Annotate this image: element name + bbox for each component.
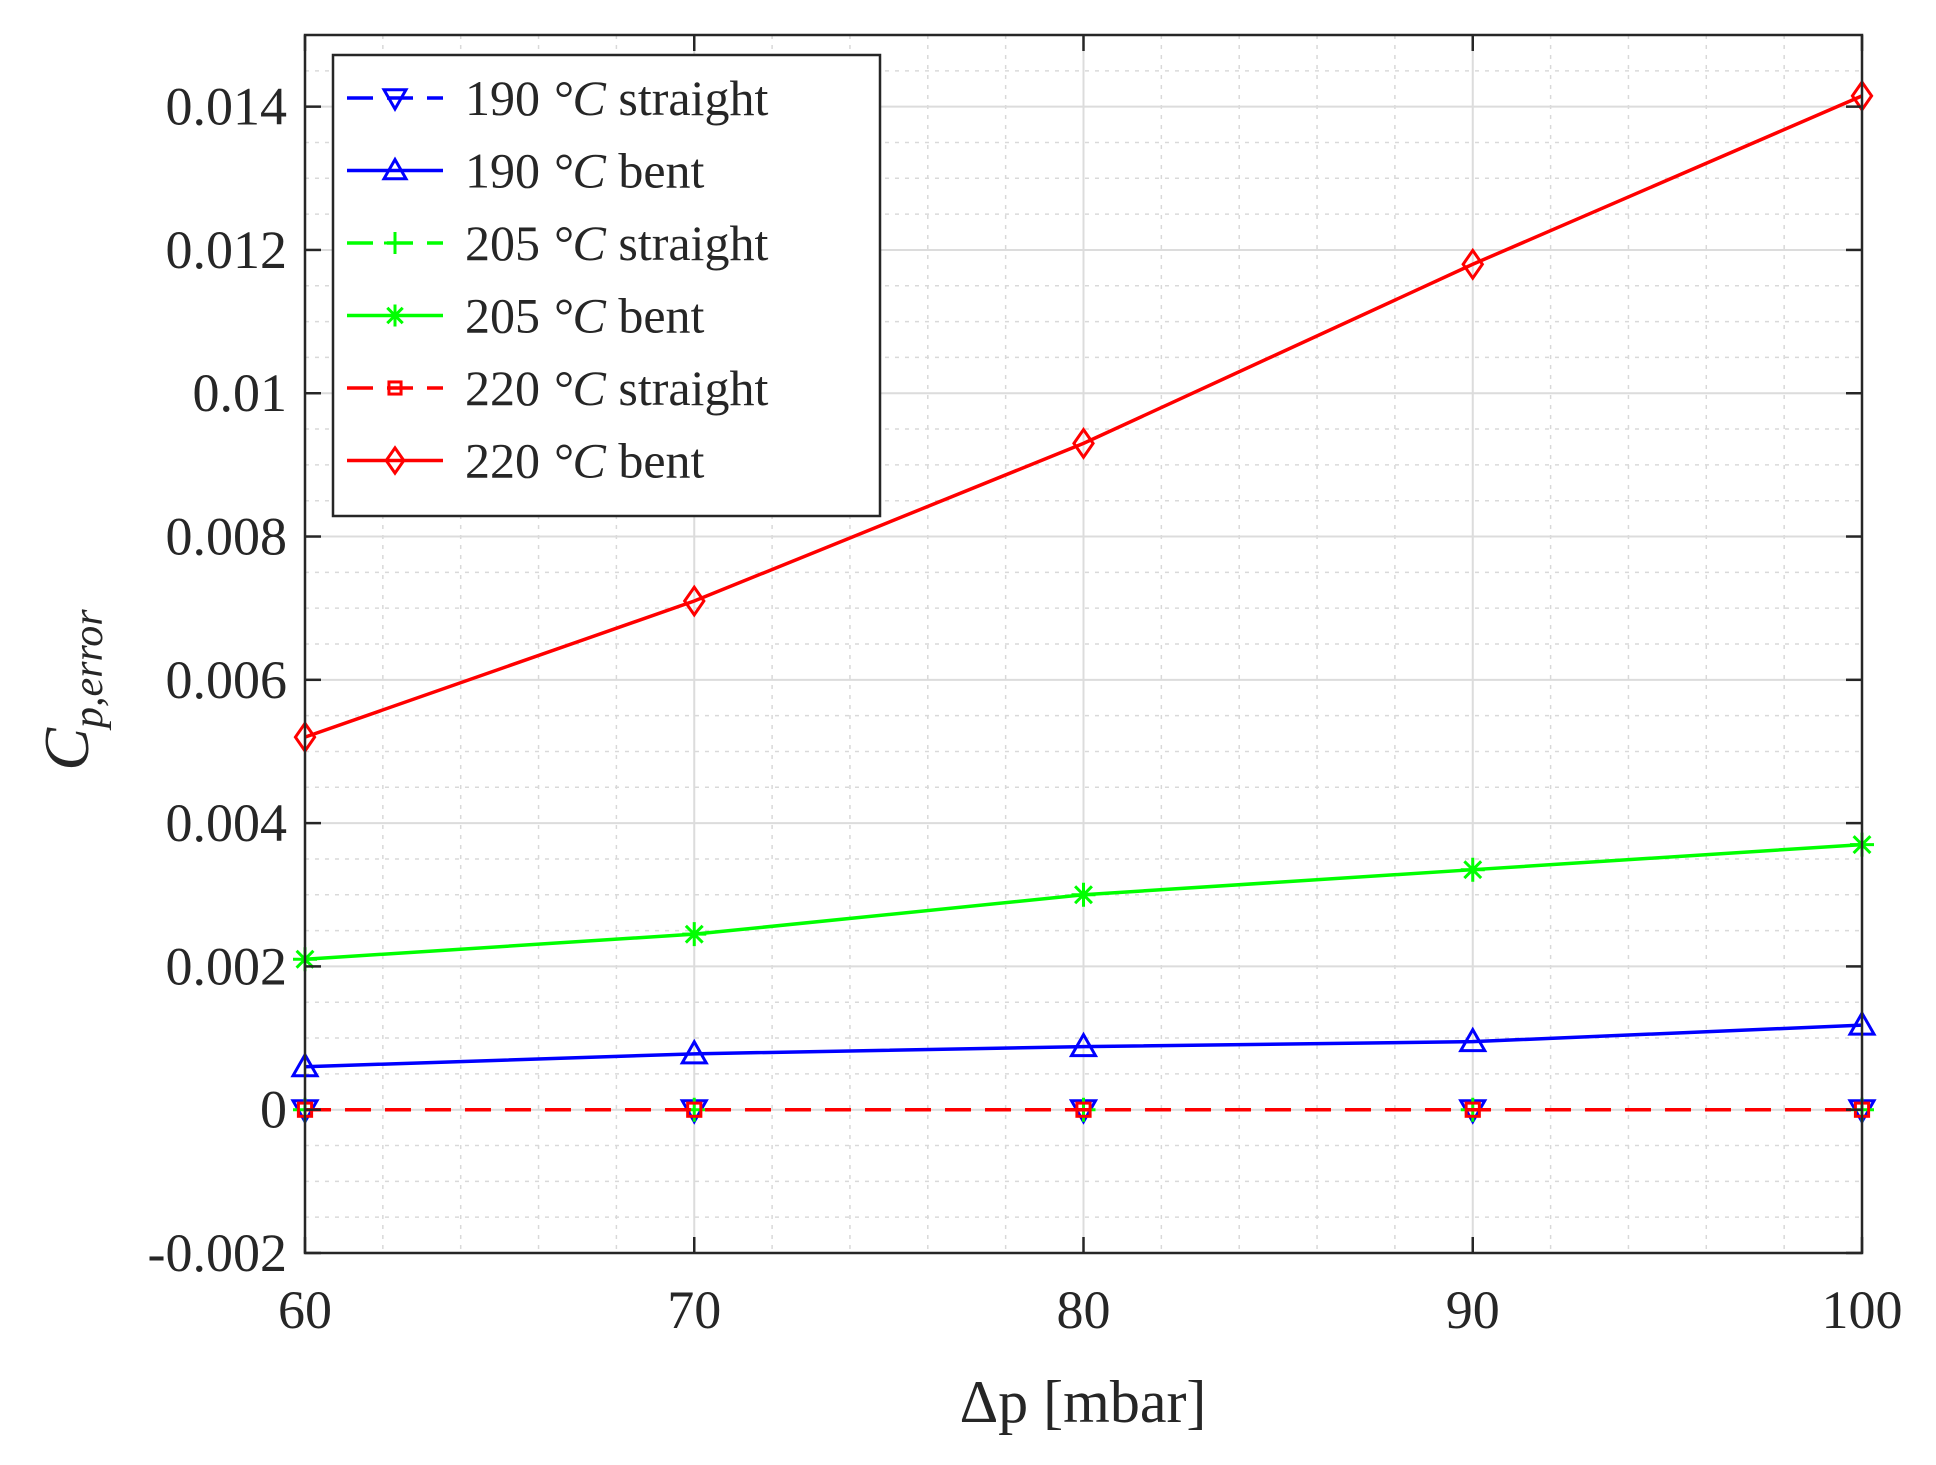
y-tick-label: 0.006 xyxy=(166,650,288,710)
legend-label: 220 °C straight xyxy=(465,360,768,416)
legend-label-unit: °C xyxy=(553,288,619,344)
legend-marker xyxy=(387,380,403,396)
legend-marker xyxy=(381,88,409,113)
legend-label-unit: °C xyxy=(553,70,619,126)
legend-label-number: 190 xyxy=(465,143,553,199)
legend-label-unit: °C xyxy=(553,215,619,271)
data-point-marker xyxy=(1458,1026,1488,1053)
legend-label-suffix: straight xyxy=(618,215,768,271)
data-point-marker xyxy=(682,584,706,618)
y-tick-label: -0.002 xyxy=(148,1223,287,1283)
legend-label-number: 205 xyxy=(465,215,553,271)
legend-entry-2: 205 °C straight xyxy=(347,215,768,271)
x-tick-label: 60 xyxy=(278,1280,332,1340)
legend-label-unit: °C xyxy=(553,143,619,199)
y-tick-label: 0.002 xyxy=(166,936,288,996)
legend-marker xyxy=(381,156,409,181)
legend-label-number: 205 xyxy=(465,288,553,344)
series-line xyxy=(304,94,1863,739)
legend-entry-4: 220 °C straight xyxy=(347,360,768,416)
data-point-marker xyxy=(1071,882,1096,907)
y-tick-label: 0.008 xyxy=(166,507,288,567)
legend-label: 190 °C bent xyxy=(465,143,705,199)
series-layer xyxy=(290,79,1877,1125)
legend-label-suffix: straight xyxy=(618,70,768,126)
legend-entry-5: 220 °C bent xyxy=(347,433,705,489)
legend-label-number: 220 xyxy=(465,433,553,489)
y-tick-label: 0 xyxy=(260,1080,287,1140)
x-tick-label: 90 xyxy=(1446,1280,1500,1340)
data-point-marker xyxy=(1075,1101,1092,1118)
y-axis-title: Cp,error xyxy=(31,609,112,771)
legend-label-suffix: straight xyxy=(618,360,768,416)
legend-label: 220 °C bent xyxy=(465,433,705,489)
ticks-layer: 60 70 80 90 100 -0.002 0 0.002 0.004 0.006 0.008 0.… xyxy=(148,35,1903,1340)
legend-entry-1: 190 °C bent xyxy=(347,143,705,199)
y-tick-label: 0.004 xyxy=(166,793,288,853)
series-line xyxy=(304,1023,1863,1069)
legend-marker xyxy=(384,445,406,476)
y-axis-title-main: C xyxy=(31,727,102,771)
data-point-marker xyxy=(1072,426,1095,460)
y-tick-label: 0.012 xyxy=(166,220,288,280)
y-axis-title-subscript: p,error xyxy=(66,609,112,731)
data-point-marker xyxy=(1464,1101,1481,1118)
legend-label-unit: °C xyxy=(553,360,619,416)
data-point-marker xyxy=(1461,247,1485,281)
legend-label-suffix: bent xyxy=(618,433,704,489)
legend-label-suffix: bent xyxy=(618,288,704,344)
legend-label: 205 °C bent xyxy=(465,288,705,344)
x-axis-title: Δp [mbar] xyxy=(960,1369,1207,1435)
data-point-marker xyxy=(682,922,707,947)
x-tick-label: 100 xyxy=(1822,1280,1903,1340)
y-tick-label: 0.014 xyxy=(166,77,288,137)
legend-marker xyxy=(384,232,406,254)
legend-label-number: 220 xyxy=(465,360,553,416)
data-point-marker xyxy=(686,1101,703,1118)
legend-box xyxy=(331,53,882,518)
legend-entry-0: 190 °C straight xyxy=(347,70,768,126)
legend-label: 205 °C straight xyxy=(465,215,768,271)
legend-label-number: 190 xyxy=(465,70,553,126)
legend-label: 190 °C straight xyxy=(465,70,768,126)
legend-marker xyxy=(384,304,406,327)
x-tick-label: 70 xyxy=(667,1280,721,1340)
data-point-marker xyxy=(679,1038,709,1065)
data-point-marker xyxy=(1460,857,1485,882)
x-tick-label: 80 xyxy=(1057,1280,1111,1340)
data-point-marker xyxy=(1068,1031,1099,1058)
legend-entry-3: 205 °C bent xyxy=(347,288,705,344)
y-tick-label: 0.01 xyxy=(193,363,288,423)
legend-label-unit: °C xyxy=(553,433,619,489)
legend-label-suffix: bent xyxy=(618,143,704,199)
